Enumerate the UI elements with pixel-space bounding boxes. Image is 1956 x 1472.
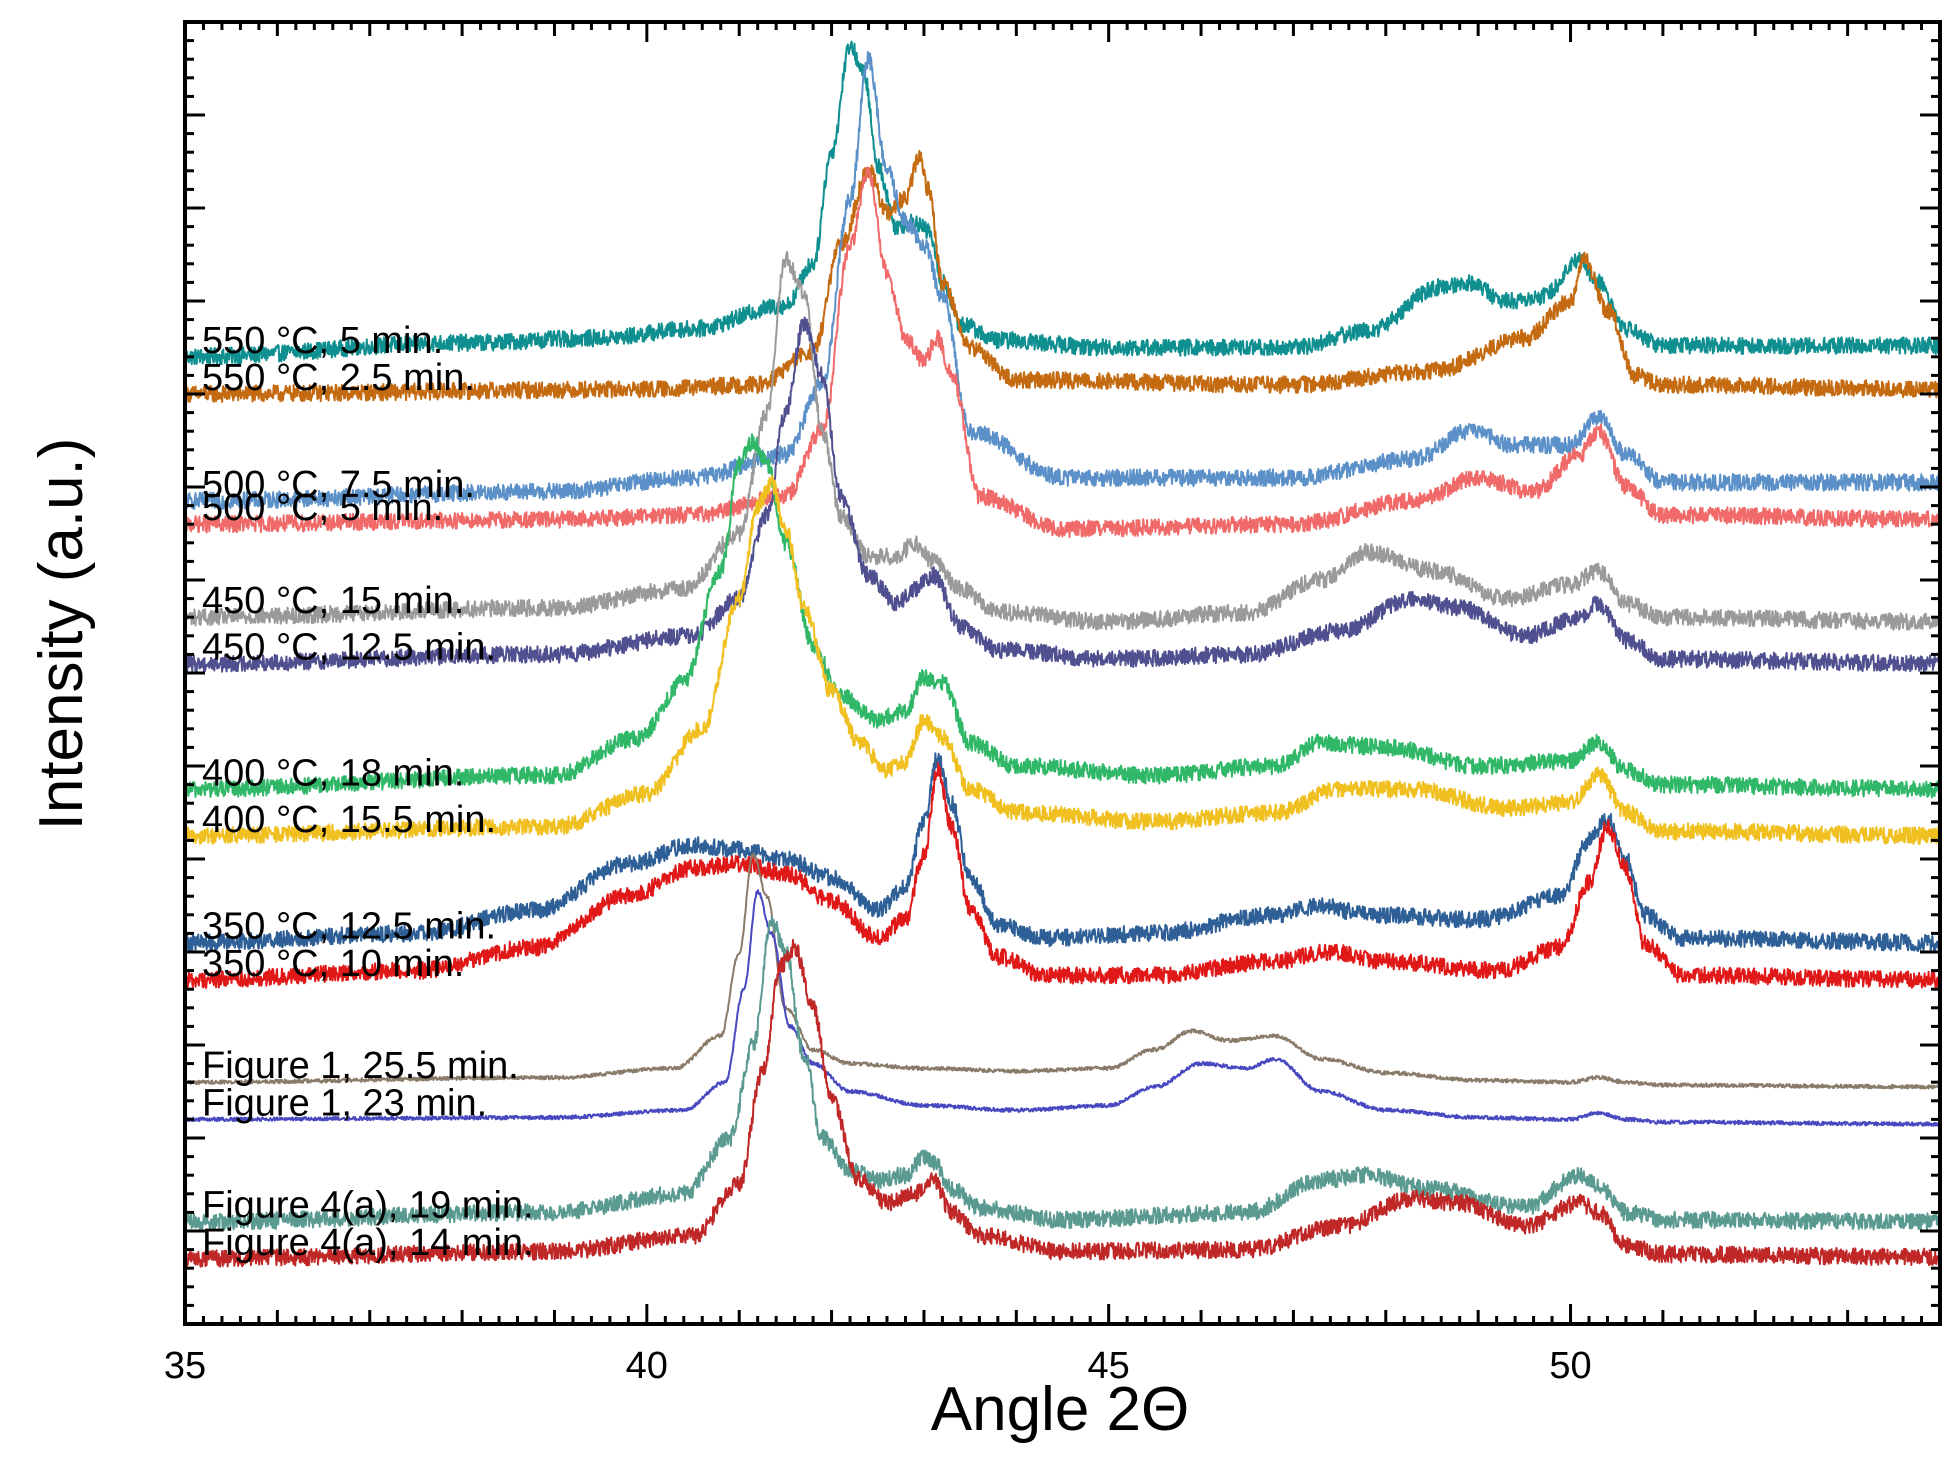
series-line: [184, 316, 1941, 673]
series-label: Figure 4(a), 19 min.: [202, 1185, 534, 1227]
x-tick-label: 45: [1088, 1345, 1130, 1387]
series-line: [184, 915, 1941, 1231]
series-line: [184, 149, 1941, 404]
series-label: 450 °C, 15 min.: [202, 580, 464, 622]
series-label: 350 °C, 12.5 min.: [202, 906, 496, 948]
series-line: [184, 166, 1941, 539]
plot-frame: [183, 20, 1942, 1326]
x-tick-label: 50: [1549, 1345, 1591, 1387]
x-tick-labels: 35 40 45 50: [164, 1345, 1592, 1387]
series-line: [184, 40, 1941, 366]
series-label: Figure 1, 23 min.: [202, 1082, 487, 1124]
series-label: 550 °C, 2.5 min.: [202, 357, 475, 399]
series-line: [184, 852, 1941, 1090]
series-label: 400 °C, 15.5 min.: [202, 799, 496, 841]
x-tick-label: 40: [626, 1345, 668, 1387]
series-line: [184, 433, 1941, 799]
series-line: [184, 474, 1941, 845]
x-axis-title: Angle 2Θ: [931, 1375, 1190, 1444]
x-tick-label: 35: [164, 1345, 206, 1387]
ticks-layer: [183, 20, 1942, 1326]
series-label: 500 °C, 5 min.: [202, 487, 443, 529]
series-label: Figure 1, 25.5 min.: [202, 1045, 519, 1087]
series-line: [184, 762, 1941, 990]
series-line: [184, 250, 1941, 631]
series-line: [184, 51, 1941, 511]
series-label: 550 °C, 5 min.: [202, 320, 443, 362]
y-axis-title: Intensity (a.u.): [27, 438, 96, 831]
series-label: 400 °C, 18 min.: [202, 752, 464, 794]
series-line: [184, 752, 1941, 952]
series-label: 450 °C, 12.5 min.: [202, 627, 496, 669]
series-layer: [184, 40, 1941, 1268]
series-label: Figure 4(a), 14 min.: [202, 1222, 534, 1264]
series-label: 350 °C, 10 min.: [202, 943, 464, 985]
series-line: [184, 889, 1941, 1127]
series-line: [184, 938, 1941, 1268]
series-label: 500 °C, 7.5 min.: [202, 464, 475, 506]
series-labels: 550 °C, 5 min.550 °C, 2.5 min. 500 °C, 7.…: [202, 320, 534, 1264]
